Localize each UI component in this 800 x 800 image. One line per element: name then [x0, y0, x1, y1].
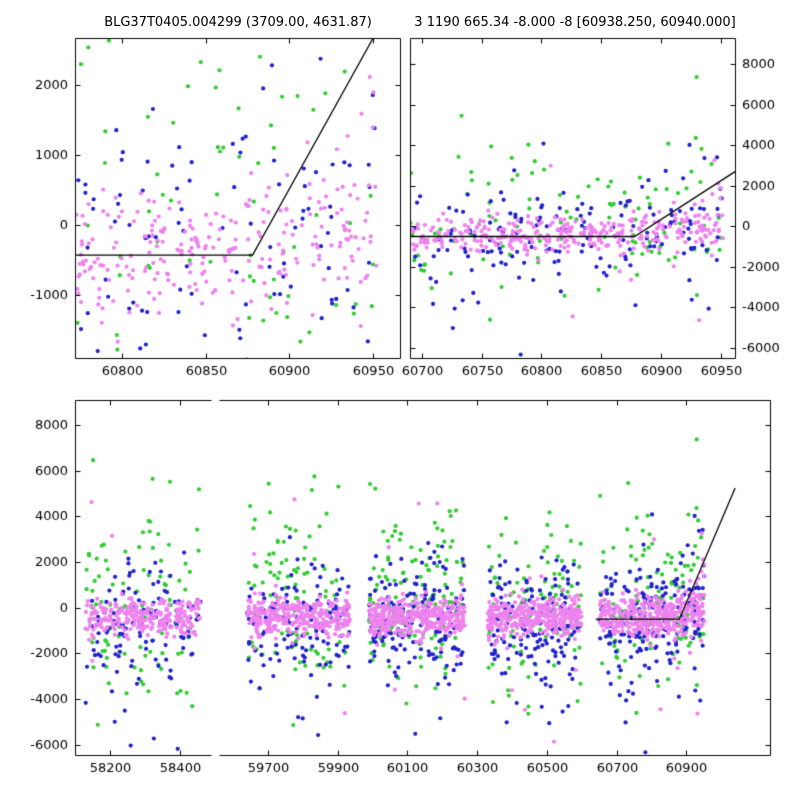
plot-title-right: 3 1190 665.34 -8.000 -8 [60938.250, 6094… [414, 15, 736, 30]
plot-title-left: BLG37T0405.004299 (3709.00, 4631.87) [104, 15, 372, 30]
